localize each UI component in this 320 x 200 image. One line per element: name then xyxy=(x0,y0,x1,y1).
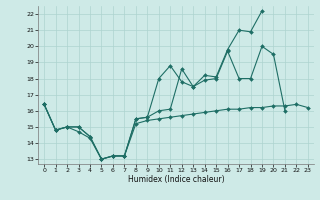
X-axis label: Humidex (Indice chaleur): Humidex (Indice chaleur) xyxy=(128,175,224,184)
